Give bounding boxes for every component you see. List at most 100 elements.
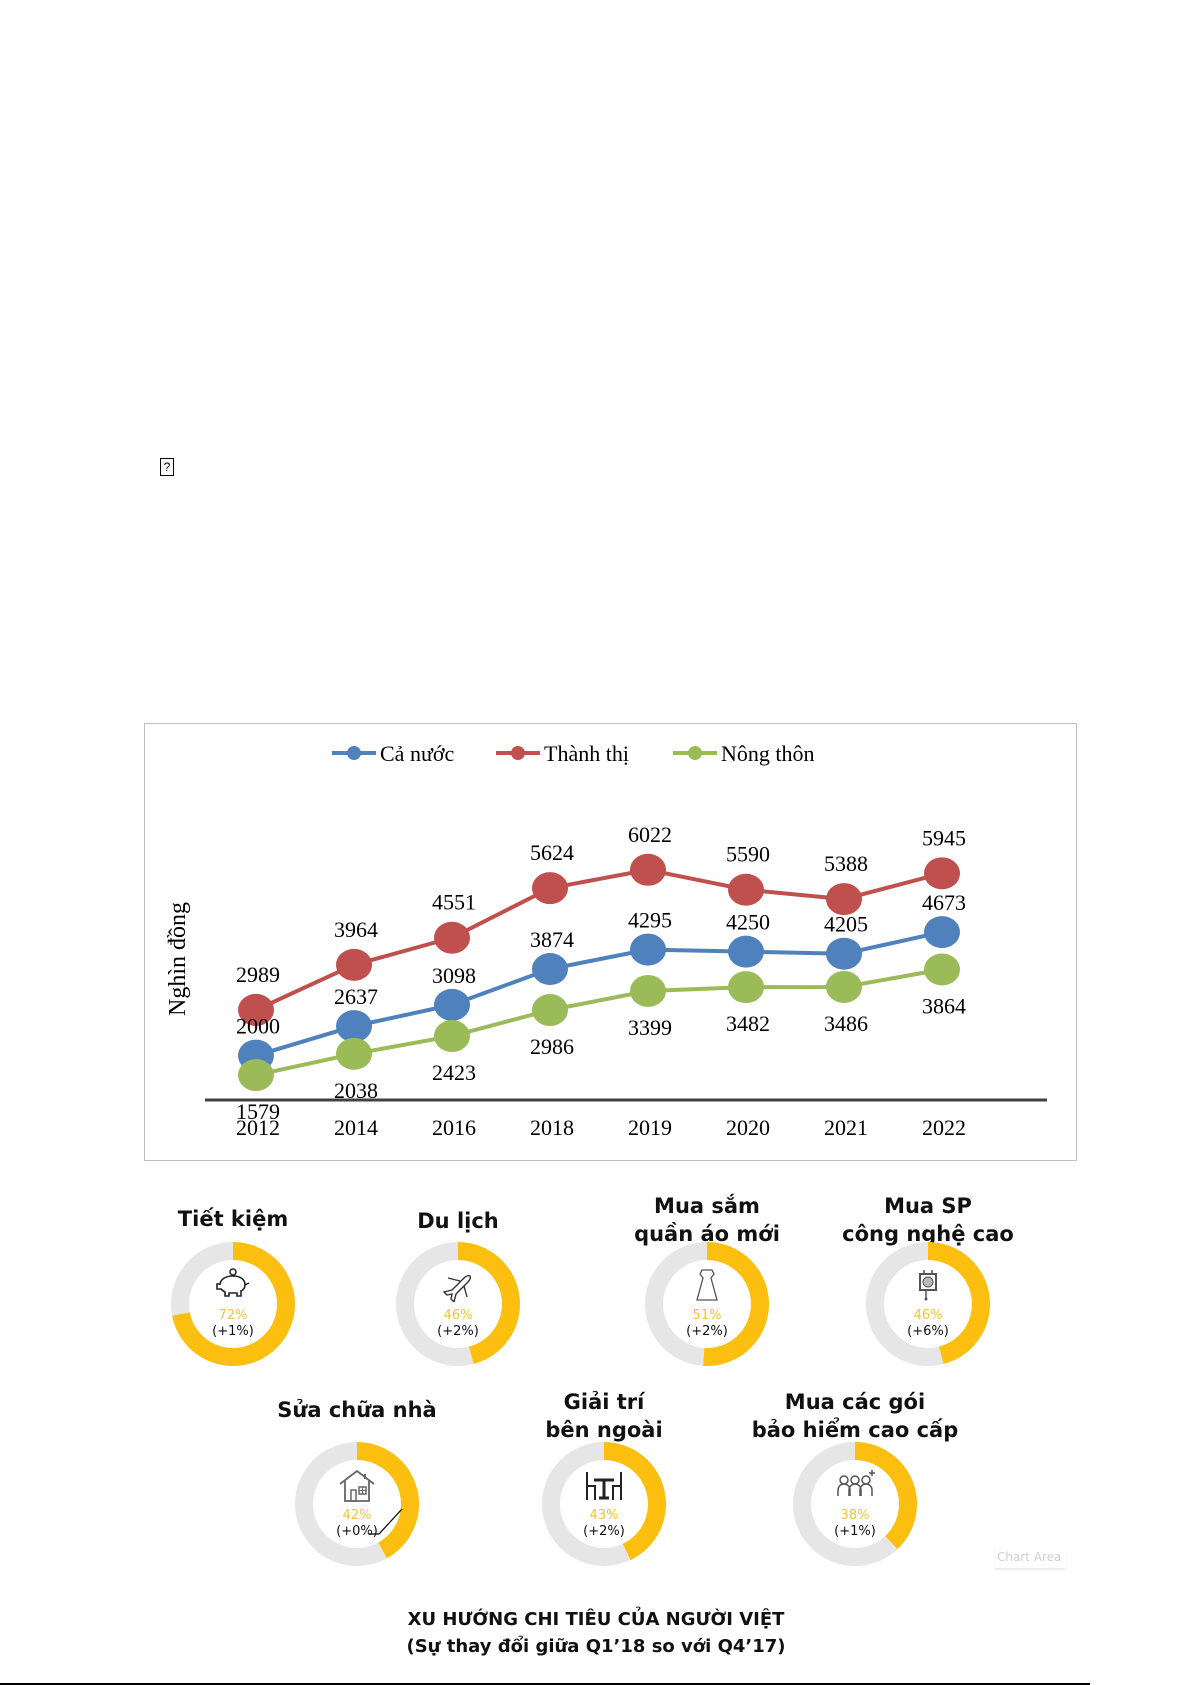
infographic-subtitle: (Sự thay đổi giữa Q1’18 so với Q4’17)	[406, 1636, 786, 1657]
data-point[interactable]	[924, 953, 960, 986]
legend-label: Nông thôn	[721, 741, 815, 766]
donut-slice-value[interactable]	[703, 1242, 770, 1366]
donut-7[interactable]: 38% (+1%)	[781, 1430, 929, 1578]
legend-marker	[511, 746, 525, 760]
data-label: 3482	[726, 1011, 770, 1036]
data-point[interactable]	[532, 953, 568, 986]
data-point[interactable]	[924, 916, 960, 949]
data-label: 5945	[922, 825, 966, 850]
x-tick-label: 2021	[824, 1115, 868, 1140]
donut-5[interactable]: 42% (+0%)	[283, 1430, 431, 1578]
data-point[interactable]	[728, 935, 764, 968]
page-bottom-rule	[0, 1683, 1090, 1685]
donut-slice-remainder[interactable]	[294, 1442, 387, 1566]
data-point[interactable]	[924, 857, 960, 890]
data-point[interactable]	[826, 937, 862, 970]
x-tick-label: 2012	[236, 1115, 280, 1140]
donut-title-line: Mua sắm	[654, 1194, 760, 1218]
donut-svg	[542, 1442, 666, 1566]
x-tick-label: 2016	[432, 1115, 476, 1140]
donut-6[interactable]: 43% (+2%)	[530, 1430, 678, 1578]
donut-title-line: Giải trí	[563, 1390, 645, 1414]
data-label: 6022	[628, 822, 672, 847]
donut-slice-value[interactable]	[604, 1442, 666, 1561]
donut-title: Tiết kiệm	[178, 1205, 288, 1233]
data-label: 3964	[334, 917, 378, 942]
legend-label: Cả nước	[380, 741, 454, 766]
donut-slice-remainder[interactable]	[793, 1442, 898, 1566]
donut-slice-remainder[interactable]	[542, 1442, 631, 1566]
donut-svg	[645, 1242, 770, 1366]
data-label: 2637	[334, 984, 378, 1009]
donut-title: Mua các gói bảo hiểm cao cấp	[752, 1388, 959, 1444]
data-point[interactable]	[630, 933, 666, 966]
line-chart-canvas: Cả nước Thành thị Nông thôn Nghìn đồng 201…	[165, 741, 1047, 1140]
data-labels: 2000 2637 3098 3874 4295 4250 4205 4673 2989 3964…	[236, 822, 966, 1124]
data-label: 3098	[432, 963, 476, 988]
donut-2[interactable]: 46% (+2%)	[384, 1230, 532, 1378]
data-point[interactable]	[532, 994, 568, 1027]
data-point[interactable]	[238, 993, 274, 1026]
data-label: 5590	[726, 842, 770, 867]
donut-title-line: Mua các gói	[784, 1390, 926, 1414]
legend-item-3: Nông thôn	[673, 741, 815, 766]
legend-marker	[347, 746, 361, 760]
donut-4[interactable]: 46% (+6%)	[854, 1230, 1002, 1378]
chart-legend: Cả nước Thành thị Nông thôn	[332, 741, 815, 766]
donut-title-line: bên ngoài	[545, 1418, 663, 1442]
data-label: 4205	[824, 912, 868, 937]
data-point[interactable]	[630, 853, 666, 886]
data-label: 5388	[824, 851, 868, 876]
donut-title: Giải trí bên ngoài	[545, 1388, 662, 1444]
donut-title-line: Du lịch	[417, 1209, 499, 1233]
data-point[interactable]	[238, 1059, 274, 1092]
chart-area-tooltip: Chart Area	[995, 1546, 1065, 1568]
data-label: 2038	[334, 1078, 378, 1103]
donut-slice-remainder[interactable]	[171, 1242, 233, 1316]
data-point[interactable]	[336, 1010, 372, 1043]
donut-title: Sửa chữa nhà	[277, 1396, 436, 1424]
data-label: 3874	[530, 927, 574, 952]
data-point[interactable]	[826, 883, 862, 916]
donut-1[interactable]: 72% (+1%)	[159, 1230, 307, 1378]
data-point[interactable]	[728, 873, 764, 906]
donut-slice-value[interactable]	[928, 1242, 990, 1365]
data-label: 3399	[628, 1015, 672, 1040]
data-label: 5624	[530, 840, 574, 865]
x-tick-labels: 2012 2014 2016 2018 2019 2020 2021 2022	[236, 1115, 966, 1140]
data-point[interactable]	[336, 948, 372, 981]
data-point[interactable]	[336, 1037, 372, 1070]
x-tick-label: 2018	[530, 1115, 574, 1140]
data-label: 2986	[530, 1034, 574, 1059]
donut-3[interactable]: 51% (+2%)	[633, 1230, 781, 1378]
donut-slice-value[interactable]	[357, 1442, 419, 1559]
infographic-title: XU HƯỚNG CHI TIÊU CỦA NGƯỜI VIỆT	[407, 1609, 785, 1630]
donut-svg	[866, 1242, 990, 1366]
line-chart[interactable]: Cả nước Thành thị Nông thôn Nghìn đồng 201…	[144, 723, 1077, 1161]
data-point[interactable]	[630, 974, 666, 1007]
legend-marker	[688, 746, 702, 760]
donut-slice-remainder[interactable]	[866, 1242, 944, 1366]
data-label: 3486	[824, 1011, 868, 1036]
data-point[interactable]	[434, 1020, 470, 1053]
data-point[interactable]	[532, 872, 568, 905]
donut-title-line: Sửa chữa nhà	[277, 1398, 437, 1422]
data-label: 4551	[432, 890, 476, 915]
data-label: 3864	[922, 993, 966, 1018]
legend-item-2: Thành thị	[496, 741, 629, 766]
data-label: 2000	[236, 1014, 280, 1039]
donut-slice-remainder[interactable]	[396, 1242, 474, 1366]
donut-slice-value[interactable]	[172, 1242, 295, 1366]
donut-svg	[171, 1242, 295, 1366]
data-point[interactable]	[434, 921, 470, 954]
donut-slice-value[interactable]	[855, 1442, 917, 1550]
donut-title: Du lịch	[417, 1207, 499, 1235]
donut-slice-value[interactable]	[458, 1242, 520, 1365]
data-point[interactable]	[826, 970, 862, 1003]
donut-slice-remainder[interactable]	[645, 1242, 707, 1366]
missing-glyph-placeholder: ?	[160, 458, 174, 476]
data-point[interactable]	[728, 971, 764, 1004]
data-point[interactable]	[434, 988, 470, 1021]
y-axis-label: Nghìn đồng	[165, 902, 191, 1016]
x-tick-label: 2019	[628, 1115, 672, 1140]
